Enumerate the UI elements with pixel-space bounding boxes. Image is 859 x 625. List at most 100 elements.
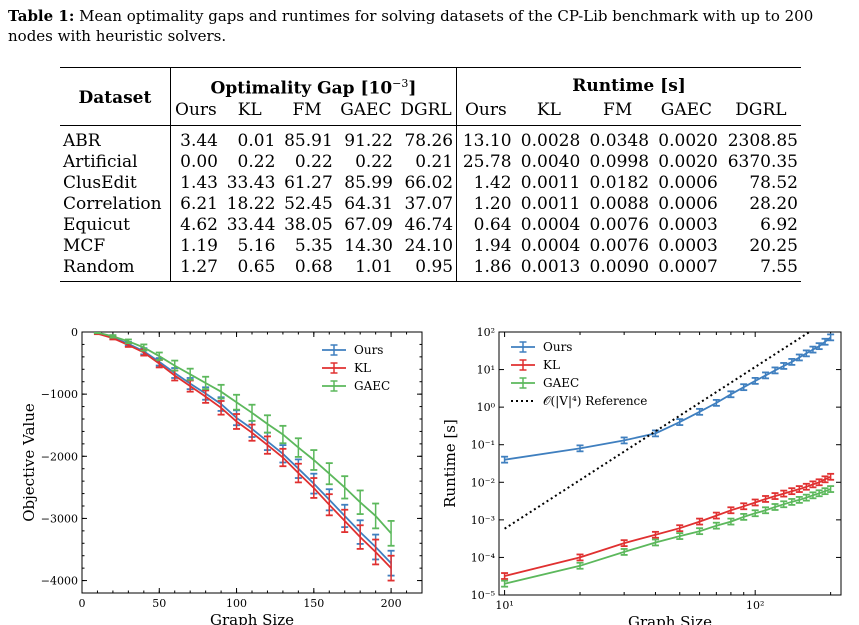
runtime-col-dgrl: DGRL (735, 99, 787, 120)
series-line-kl (97, 332, 392, 569)
x-tick-label: 10² (746, 599, 764, 612)
gap-cell: 0.95 (395, 256, 457, 282)
gap-cell: 67.09 (344, 214, 393, 235)
dataset-name: ABR (60, 124, 171, 152)
runtime-cell: 0.64 (456, 214, 515, 236)
plot-frame (81, 331, 423, 594)
table-row: Correlation 6.21 18.22 52.45 64.31 37.07 1.20 0… (60, 193, 801, 215)
dataset-name: Equicut (63, 214, 130, 235)
y-tick-label: 10⁻³ (471, 514, 495, 527)
legend-label: Ours (543, 340, 572, 354)
runtime-cell: 0.0182 (589, 172, 650, 193)
runtime-cell: 2308.85 (720, 124, 801, 152)
legend-label: Ours (354, 343, 383, 357)
gap-cell: 66.02 (404, 172, 454, 193)
gap-cell: 38.05 (284, 214, 333, 235)
y-tick-label: 10⁻¹ (471, 439, 495, 452)
gap-cell: 0.68 (278, 256, 336, 282)
runtime-cell: 0.0076 (589, 214, 650, 235)
gap-cell: 0.22 (355, 151, 393, 172)
runtime-cell: 0.0020 (658, 151, 718, 172)
gap-col-gaec: GAEC (340, 99, 392, 120)
legend-label: GAEC (354, 379, 390, 393)
series-line-ours (504, 336, 832, 461)
runtime-cell: 0.0011 (520, 193, 581, 214)
y-tick-label: −2000 (41, 450, 78, 463)
runtime-cell: 20.25 (749, 235, 798, 256)
series-line-ours (97, 332, 392, 564)
gap-cell: 85.99 (344, 172, 393, 193)
y-axis-label: Objective Value (20, 403, 38, 522)
legend-label: 𝒪(|V|⁴) Reference (543, 394, 647, 408)
runtime-cell: 0.0090 (583, 256, 653, 282)
y-tick-label: −1000 (41, 388, 78, 401)
gap-cell: 24.10 (404, 235, 454, 256)
dataset-header: Dataset (60, 67, 171, 126)
gap-cell: 0.22 (237, 151, 276, 172)
gap-cell: 78.26 (395, 124, 457, 152)
runtime-cell: 0.0028 (514, 124, 584, 152)
table-row: Equicut 4.62 33.44 38.05 67.09 46.74 0.64 0.000… (60, 214, 801, 236)
runtime-cell: 25.78 (456, 151, 515, 173)
caption-text: Mean optimality gaps and runtimes for so… (8, 7, 814, 45)
y-tick-label: −3000 (41, 512, 78, 525)
y-tick-label: 10⁻⁵ (471, 589, 495, 602)
gap-cell: 0.01 (221, 124, 279, 152)
gap-cell: 0.65 (221, 256, 279, 282)
runtime-cell: 0.0006 (658, 172, 718, 193)
runtime-cell: 1.94 (456, 235, 515, 257)
legend: Ours KL GAEC 𝒪(|V|⁴) Reference (511, 340, 647, 408)
gap-cell: 85.91 (278, 124, 336, 152)
legend-label: GAEC (543, 376, 579, 390)
table-row: Random 1.27 0.65 0.68 1.01 0.95 1.86 0.0013 0.00… (60, 256, 801, 282)
runtime-cell: 0.0003 (658, 235, 718, 256)
y-tick-label: 10² (477, 326, 495, 339)
legend-label: KL (354, 361, 371, 375)
gap-col-ours: Ours (169, 99, 221, 126)
gap-col-kl: KL (237, 99, 262, 120)
x-axis-label: Graph Size (628, 613, 712, 625)
runtime-cell: 1.42 (456, 172, 515, 194)
runtime-cell: 1.86 (456, 256, 515, 282)
gap-cell: 1.01 (335, 256, 396, 282)
dataset-name: Random (60, 256, 171, 282)
caption-label: Table 1: (8, 7, 75, 25)
objective-value-chart: 0 50 100 150 200 0 −1000 −2000 −3000 −4000 Graph S… (20, 326, 423, 625)
dataset-name: MCF (63, 235, 106, 256)
plot-area (93, 332, 395, 582)
dataset-name: ClusEdit (63, 172, 137, 193)
gap-col-dgrl: DGRL (400, 99, 452, 120)
gap-cell: 46.74 (404, 214, 454, 235)
y-tick-label: −4000 (41, 575, 78, 588)
runtime-cell: 0.0998 (589, 151, 650, 172)
x-tick-label: 10¹ (495, 599, 513, 612)
y-axis-label: Runtime [s] (441, 419, 459, 508)
gap-cell: 91.22 (335, 124, 396, 152)
gap-cell: 0.22 (294, 151, 333, 172)
gap-cell: 0.00 (169, 151, 221, 173)
gap-cell: 37.07 (404, 193, 454, 214)
runtime-cell: 0.0020 (652, 124, 721, 152)
runtime-cell: 0.0348 (583, 124, 653, 152)
x-axis-label: Graph Size (210, 611, 294, 625)
gap-cell: 61.27 (284, 172, 333, 193)
x-tick-label: 100 (226, 597, 247, 610)
runtime-cell: 1.20 (456, 193, 515, 215)
runtime-cell: 0.0003 (658, 214, 718, 235)
gap-cell: 5.16 (237, 235, 276, 256)
gap-cell: 52.45 (284, 193, 333, 214)
runtime-cell: 6.92 (760, 214, 798, 235)
runtime-cell: 78.52 (749, 172, 798, 193)
y-tick-label: 10⁻⁴ (471, 551, 496, 564)
x-tick-label: 0 (79, 597, 86, 610)
runtime-cell: 0.0088 (589, 193, 650, 214)
gap-col-fm: FM (292, 99, 322, 120)
legend-label: KL (543, 358, 560, 372)
y-tick-label: 10¹ (477, 364, 495, 377)
legend: Ours KL GAEC (322, 343, 390, 393)
gap-cell: 1.43 (169, 172, 221, 194)
runtime-cell: 0.0006 (658, 193, 718, 214)
plot-area (501, 332, 835, 588)
y-tick-label: 10⁰ (477, 401, 496, 414)
gap-cell: 3.44 (169, 124, 221, 152)
